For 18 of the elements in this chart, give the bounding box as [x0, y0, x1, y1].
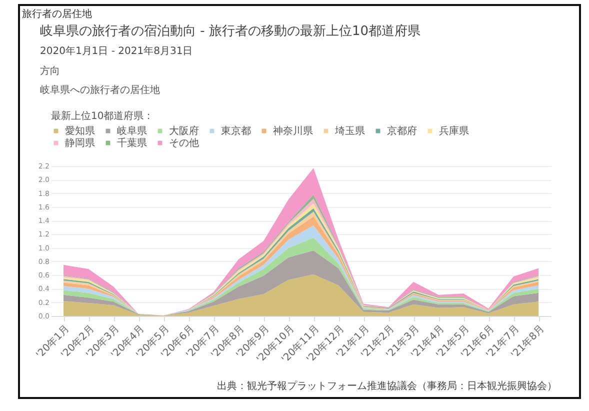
text: 岐阜県への旅行者の居住地 [40, 84, 161, 97]
legend-label: 埼玉県 [334, 125, 365, 137]
legend-label: 神奈川県 [273, 125, 313, 137]
legend-label: 静岡県 [65, 137, 95, 149]
legend-label: 千葉県 [117, 137, 147, 149]
chart-subtitle: 2020年1月1日 - 2021年8月31日 [40, 45, 194, 58]
text: 方向 [40, 64, 61, 78]
legend-label: 京都府 [387, 125, 417, 137]
legend-label: その他 [169, 137, 199, 149]
source-note: 出典：観光予報プラットフォーム推進協議会（事務局：日本観光振興協会） [217, 380, 557, 393]
legend-label: 東京都 [221, 125, 251, 137]
legend-label: 兵庫県 [439, 125, 469, 137]
chart-title: 岐阜県の旅行者の宿泊動向 - 旅行者の移動の最新上位10都道府県 [40, 23, 420, 40]
legend-label: 愛知県 [65, 125, 95, 137]
text: 旅行者の居住地 [22, 8, 92, 21]
legend-label: 岐阜県 [117, 125, 147, 137]
legend-title: 最新上位10都道府県： [51, 110, 154, 122]
legend-label: 大阪府 [169, 125, 199, 137]
